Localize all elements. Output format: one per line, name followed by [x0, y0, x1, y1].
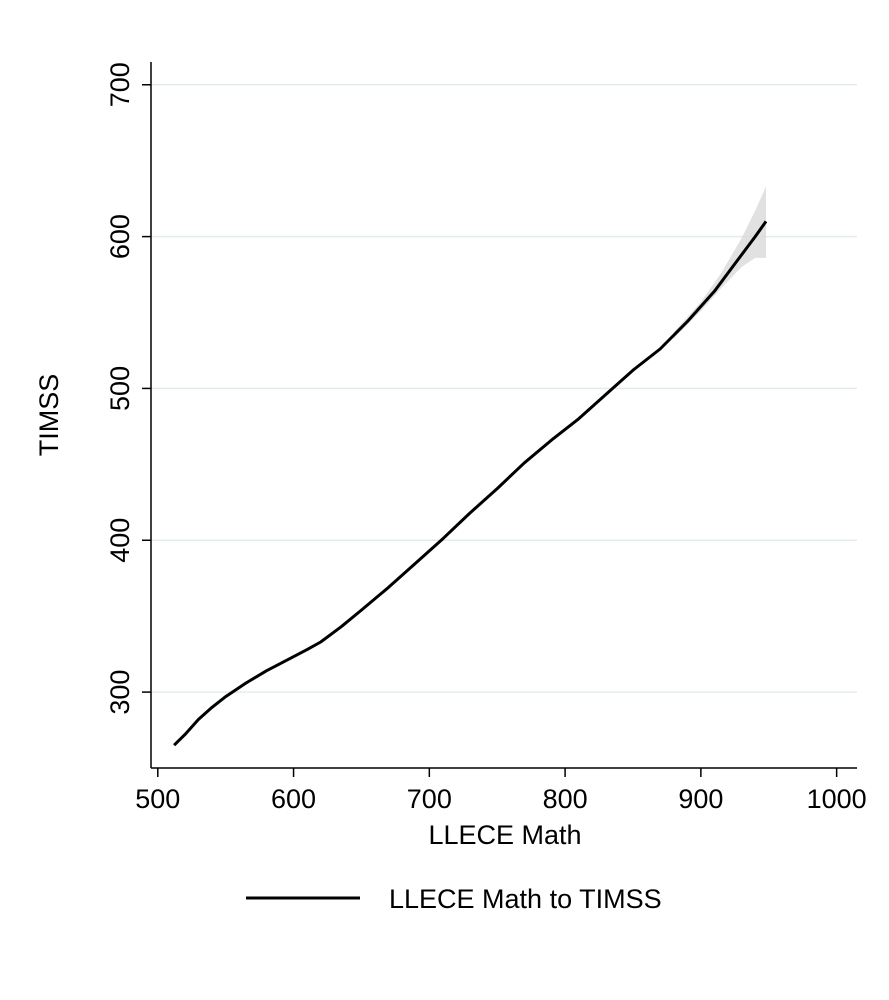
legend-label: LLECE Math to TIMSS	[389, 884, 662, 914]
grid-lines	[151, 84, 857, 693]
series-line-llece-math-to-timss	[173, 220, 768, 747]
confidence-band	[673, 186, 767, 339]
x-tick-label-500: 500	[135, 784, 180, 814]
y-tick-label-300: 300	[105, 670, 135, 715]
y-axis-title: TIMSS	[34, 374, 64, 457]
x-tick-label-600: 600	[271, 784, 316, 814]
x-tick-label-800: 800	[543, 784, 588, 814]
y-tick-label-400: 400	[105, 518, 135, 563]
x-tick-label-900: 900	[678, 784, 723, 814]
y-axis-ticks: 300 400 500 600 700	[105, 62, 151, 715]
y-tick-label-700: 700	[105, 62, 135, 107]
y-tick-label-500: 500	[105, 366, 135, 411]
x-axis-title: LLECE Math	[428, 820, 581, 850]
x-tick-label-1000: 1000	[807, 784, 867, 814]
y-tick-label-600: 600	[105, 214, 135, 259]
x-axis-ticks: 500 600 700 800 900 1000	[135, 768, 867, 814]
x-tick-label-700: 700	[407, 784, 452, 814]
legend: LLECE Math to TIMSS	[246, 884, 662, 914]
